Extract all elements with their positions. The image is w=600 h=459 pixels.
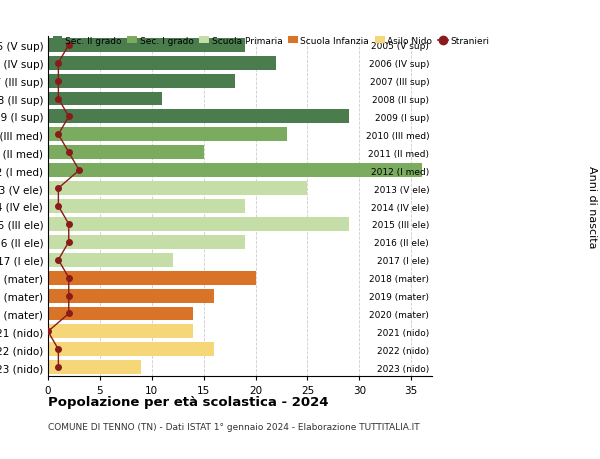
- Text: Popolazione per età scolastica - 2024: Popolazione per età scolastica - 2024: [48, 395, 329, 408]
- Bar: [48, 307, 193, 321]
- Bar: [48, 235, 245, 249]
- Legend: Sec. II grado, Sec. I grado, Scuola Primaria, Scuola Infanzia, Asilo Nido, Stran: Sec. II grado, Sec. I grado, Scuola Prim…: [53, 37, 490, 45]
- Bar: [48, 218, 349, 231]
- Text: COMUNE DI TENNO (TN) - Dati ISTAT 1° gennaio 2024 - Elaborazione TUTTITALIA.IT: COMUNE DI TENNO (TN) - Dati ISTAT 1° gen…: [48, 422, 419, 431]
- Bar: [48, 92, 162, 106]
- Bar: [48, 128, 287, 142]
- Bar: [48, 110, 349, 124]
- Bar: [48, 271, 256, 285]
- Bar: [48, 253, 173, 267]
- Bar: [48, 39, 245, 53]
- Bar: [48, 325, 193, 339]
- Bar: [48, 146, 203, 160]
- Bar: [48, 56, 277, 71]
- Bar: [48, 289, 214, 303]
- Text: Anni di nascita: Anni di nascita: [587, 165, 597, 248]
- Bar: [48, 360, 142, 375]
- Bar: [48, 182, 307, 196]
- Bar: [48, 342, 214, 357]
- Bar: [48, 200, 245, 213]
- Bar: [48, 164, 422, 178]
- Bar: [48, 74, 235, 89]
